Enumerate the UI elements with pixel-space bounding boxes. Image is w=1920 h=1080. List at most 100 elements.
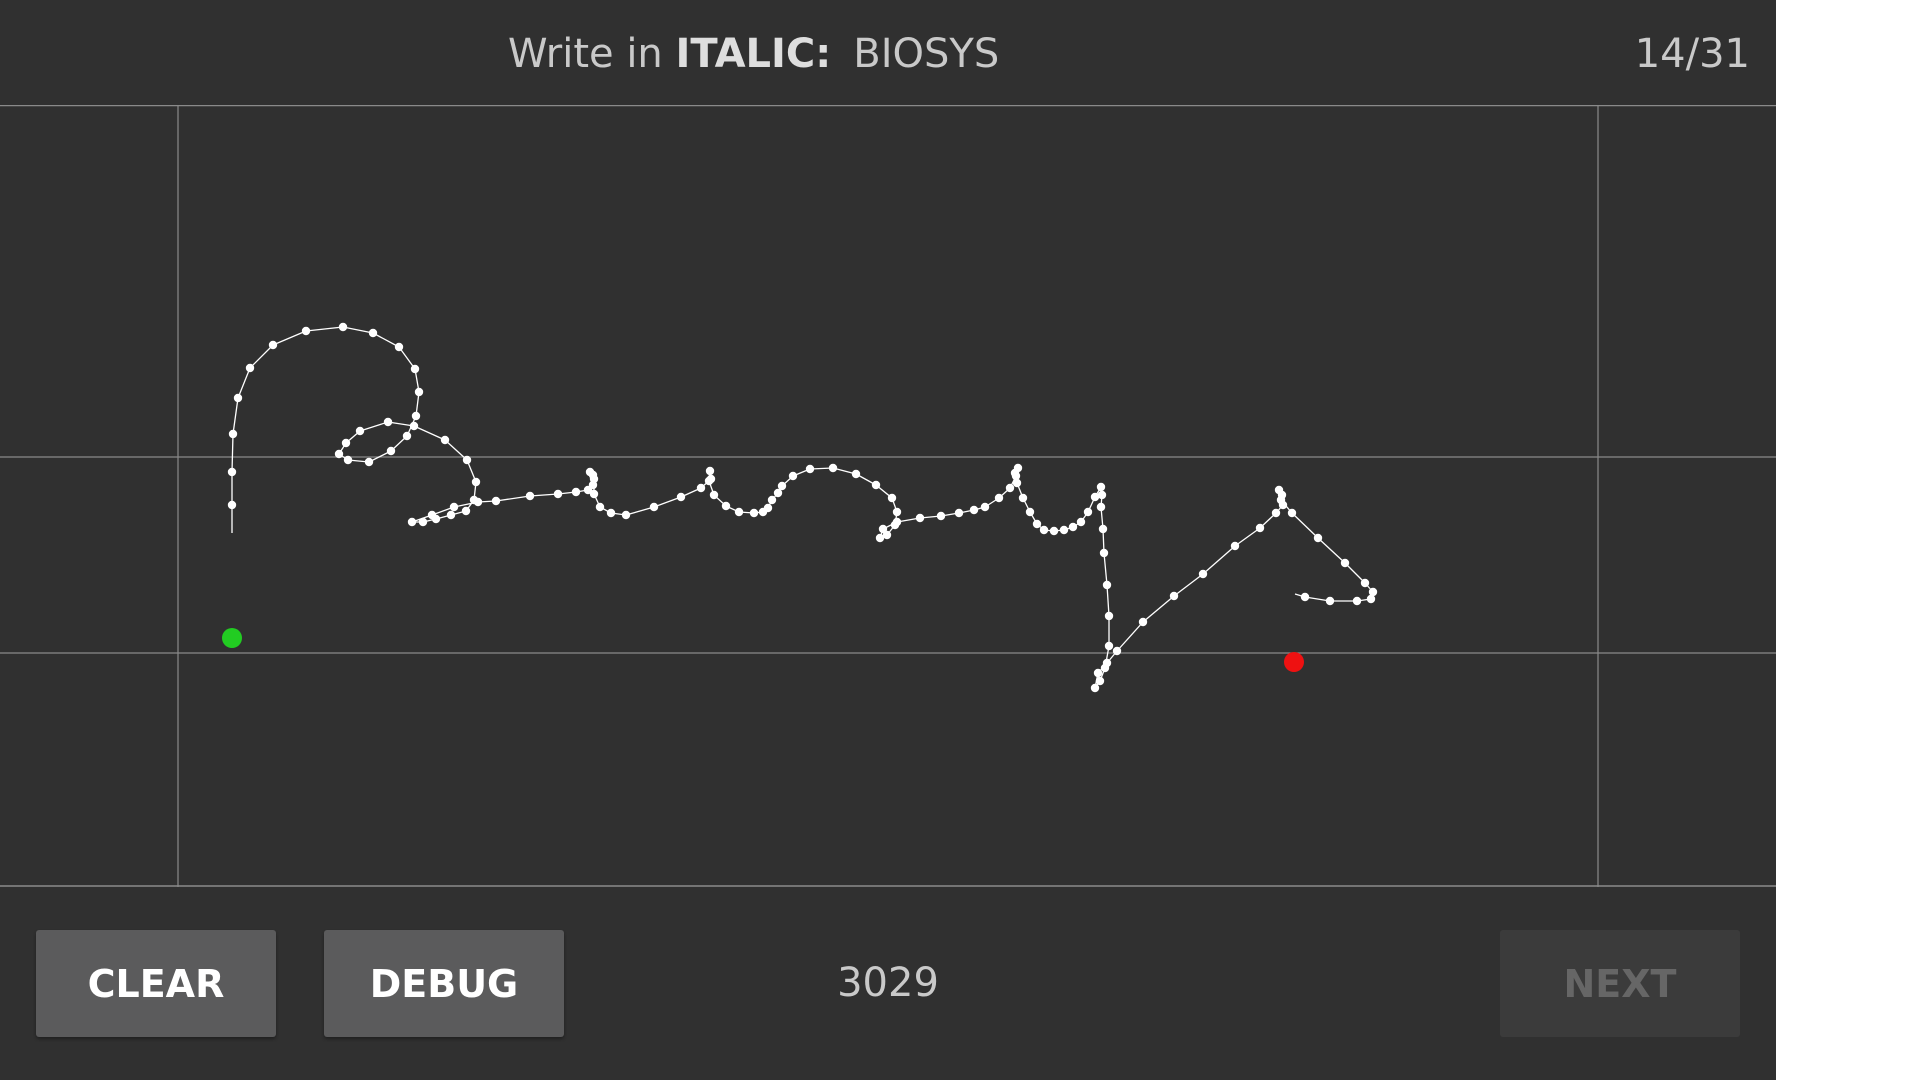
stroke-point bbox=[805, 464, 815, 474]
stroke-point bbox=[882, 530, 892, 540]
stroke-point bbox=[571, 487, 581, 497]
stroke-point bbox=[696, 483, 706, 493]
stroke-point bbox=[446, 510, 456, 520]
stroke-point bbox=[1093, 668, 1103, 678]
stroke-point bbox=[589, 489, 599, 499]
stroke-point bbox=[440, 435, 450, 445]
next-button[interactable]: NEXT bbox=[1500, 930, 1740, 1037]
stroke-point bbox=[228, 429, 238, 439]
stroke-point bbox=[777, 481, 787, 491]
stroke-point bbox=[1287, 508, 1297, 518]
stroke-point bbox=[1076, 517, 1086, 527]
stroke-point bbox=[338, 322, 348, 332]
stroke-point bbox=[1098, 524, 1108, 534]
stroke-point bbox=[1138, 617, 1148, 627]
stroke-point bbox=[1255, 523, 1265, 533]
stroke-point bbox=[525, 491, 535, 501]
footer-toolbar: CLEAR DEBUG 3029 NEXT bbox=[0, 887, 1776, 1080]
stroke-point bbox=[878, 524, 888, 534]
stroke-point bbox=[1032, 519, 1042, 529]
stroke-point bbox=[245, 363, 255, 373]
stroke-point bbox=[368, 328, 378, 338]
stroke-point bbox=[1104, 641, 1114, 651]
stroke-point bbox=[649, 502, 659, 512]
stroke-point bbox=[749, 508, 759, 518]
handwriting-stroke bbox=[231, 326, 1374, 689]
drawing-surface[interactable] bbox=[0, 105, 1776, 887]
stroke-point bbox=[1049, 526, 1059, 536]
stroke-point bbox=[606, 508, 616, 518]
stroke-point bbox=[1059, 525, 1069, 535]
stroke-point bbox=[471, 477, 481, 487]
stroke-point bbox=[233, 393, 243, 403]
stroke-point bbox=[227, 500, 237, 510]
stroke-point bbox=[915, 513, 925, 523]
stroke-point bbox=[1095, 676, 1105, 686]
stroke-point bbox=[1325, 596, 1335, 606]
stroke-point bbox=[1274, 485, 1284, 495]
debug-button[interactable]: DEBUG bbox=[324, 930, 564, 1037]
stroke-point bbox=[1112, 646, 1122, 656]
stroke-point bbox=[414, 387, 424, 397]
stroke-point bbox=[1271, 508, 1281, 518]
stroke-point bbox=[585, 467, 595, 477]
stroke-point bbox=[1096, 482, 1106, 492]
stroke-point bbox=[462, 455, 472, 465]
stroke-end-point bbox=[1284, 652, 1304, 672]
stroke-point bbox=[871, 480, 881, 490]
stroke-point bbox=[268, 340, 278, 350]
prompt-prefix: Write in bbox=[508, 31, 663, 77]
stroke-point bbox=[1097, 490, 1107, 500]
clear-button[interactable]: CLEAR bbox=[36, 930, 276, 1037]
stroke-point bbox=[763, 503, 773, 513]
stroke-start-point bbox=[222, 628, 242, 648]
stroke-point bbox=[980, 502, 990, 512]
stroke-point bbox=[936, 511, 946, 521]
stroke-point bbox=[892, 507, 902, 517]
stroke-point bbox=[334, 449, 344, 459]
stroke-point bbox=[491, 496, 501, 506]
stroke-point bbox=[1090, 492, 1100, 502]
stroke-point bbox=[1090, 683, 1100, 693]
stroke-point bbox=[364, 457, 374, 467]
drawing-canvas[interactable] bbox=[0, 105, 1776, 887]
stroke-point bbox=[1230, 541, 1240, 551]
handwriting-app: Write in ITALIC: BIOSYS 14/31 CLEAR DEBUG… bbox=[0, 0, 1776, 1080]
stroke-points bbox=[227, 322, 1378, 693]
stroke-point bbox=[1198, 569, 1208, 579]
stroke-point bbox=[595, 502, 605, 512]
stroke-point bbox=[355, 426, 365, 436]
stroke-point bbox=[1102, 658, 1112, 668]
stroke-point bbox=[411, 411, 421, 421]
stroke-point bbox=[553, 489, 563, 499]
stroke-point bbox=[704, 476, 714, 486]
stroke-point bbox=[1102, 580, 1112, 590]
stroke-point bbox=[969, 505, 979, 515]
stroke-point bbox=[1012, 478, 1022, 488]
stroke-point bbox=[1340, 558, 1350, 568]
stroke-point bbox=[887, 493, 897, 503]
stroke-point bbox=[589, 474, 599, 484]
stroke-point bbox=[875, 533, 885, 543]
stroke-point bbox=[1010, 468, 1020, 478]
stroke-point bbox=[1169, 591, 1179, 601]
stroke-point bbox=[343, 455, 353, 465]
stroke-point bbox=[461, 506, 471, 516]
stroke-point bbox=[449, 502, 459, 512]
stroke-point bbox=[1276, 495, 1286, 505]
stroke-point bbox=[473, 497, 483, 507]
stroke-point bbox=[734, 507, 744, 517]
stroke-point bbox=[409, 421, 419, 431]
prompt-style: ITALIC: bbox=[675, 31, 832, 77]
stroke-point bbox=[394, 342, 404, 352]
stroke-point bbox=[1104, 611, 1114, 621]
stroke-point bbox=[410, 364, 420, 374]
stroke-point bbox=[709, 490, 719, 500]
stroke-point bbox=[788, 471, 798, 481]
stroke-point bbox=[1083, 507, 1093, 517]
stroke-point bbox=[954, 508, 964, 518]
stroke-point bbox=[773, 488, 783, 498]
stroke-point bbox=[1313, 533, 1323, 543]
prompt-word: BIOSYS bbox=[853, 31, 1000, 77]
stroke-point bbox=[1096, 502, 1106, 512]
